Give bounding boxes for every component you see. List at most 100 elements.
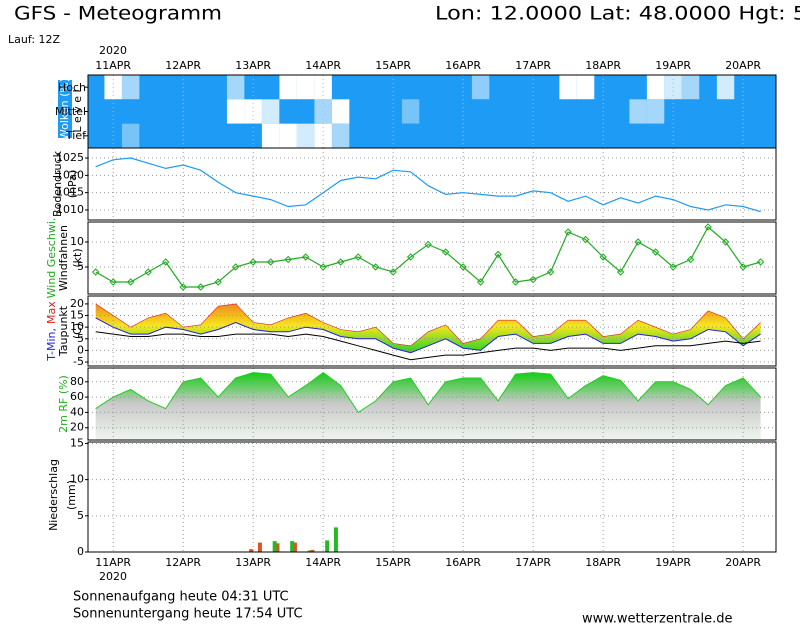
- x-tick-label: 17APR: [515, 556, 551, 569]
- source: www.wetterzentrale.de: [582, 612, 732, 625]
- cloud-cell: [716, 123, 735, 148]
- y-label: 2m RF (%): [57, 375, 70, 433]
- bar: [272, 541, 277, 552]
- y-tick-label: 15: [70, 436, 84, 449]
- line: [95, 157, 761, 213]
- x-tick-label: 15APR: [375, 556, 411, 569]
- bar: [257, 542, 262, 552]
- marker: [126, 278, 135, 286]
- y-label: Windfahnen: [57, 225, 70, 291]
- y-tick-label: 0: [77, 343, 84, 356]
- marker: [249, 258, 257, 266]
- cloud-cell: [681, 99, 700, 124]
- cloud-cell: [576, 75, 595, 100]
- y-tick-label: 5: [77, 260, 84, 273]
- line: [95, 371, 761, 414]
- cloud-cell: [559, 123, 577, 148]
- cloud-cell: [506, 75, 525, 100]
- bar: [333, 527, 338, 552]
- marker: [721, 238, 730, 246]
- marker: [459, 263, 467, 271]
- marker: [616, 268, 625, 276]
- y-label: Wolken (%): [58, 78, 71, 140]
- legend-entry: Max: [45, 301, 58, 324]
- cloud-cell: [436, 99, 455, 124]
- y-tick-label: 0: [77, 545, 84, 558]
- marker: [319, 263, 327, 271]
- cloud-cell: [471, 99, 490, 124]
- marker: [109, 278, 117, 286]
- cloud-cell: [191, 123, 210, 148]
- marker: [336, 258, 345, 266]
- cloud-cell: [506, 99, 525, 124]
- marker: [161, 258, 170, 266]
- cloud-cell: [366, 123, 385, 148]
- panel-frame: [87, 367, 777, 441]
- marker: [214, 278, 222, 286]
- y-tick-label: 20: [70, 297, 84, 310]
- legend: T-Min, Max: [45, 301, 58, 362]
- legend-entry: Taupunkt: [57, 305, 70, 357]
- cloud-cell: [751, 123, 770, 148]
- cloud-cell: [121, 75, 140, 100]
- cloud-cell: [576, 99, 595, 124]
- cloud-cell: [489, 99, 507, 124]
- cloud-cell: [209, 75, 227, 100]
- cloud-cell: [506, 123, 525, 148]
- cloud-cell: [121, 123, 140, 148]
- y-label: Niederschlag: [47, 459, 60, 531]
- x-tick-label: 16APR: [445, 59, 481, 72]
- cloud-cell: [139, 75, 157, 100]
- cloud-cell: [629, 75, 647, 100]
- cloud-cell: [716, 75, 735, 100]
- bar: [307, 550, 312, 552]
- x-tick-label: 16APR: [445, 556, 481, 569]
- y-tick-label: 1020: [56, 168, 84, 181]
- cloud-cell: [699, 75, 717, 100]
- y-tick-label: 10: [70, 473, 84, 486]
- x-tick-label: 20APR: [725, 556, 761, 569]
- y-tick-label: 1010: [56, 203, 84, 216]
- cloud-cell: [296, 75, 315, 100]
- y-tick-label: 10: [70, 235, 84, 248]
- cloud-cell: [296, 99, 315, 124]
- cloud-cell: [331, 75, 350, 100]
- marker: [231, 263, 240, 271]
- cloud-cell: [331, 123, 350, 148]
- y-label: Bodendruck: [51, 150, 64, 217]
- cloud-cell: [226, 123, 245, 148]
- marker: [441, 248, 450, 256]
- y-unit: (mm): [65, 480, 78, 510]
- cloud-cell: [226, 75, 245, 100]
- marker: [511, 278, 520, 286]
- cloud-cell: [121, 99, 140, 124]
- cloud-cell: [331, 99, 350, 124]
- y-tick-label: 40: [70, 405, 84, 418]
- x-tick-label: 14APR: [305, 59, 341, 72]
- marker: [301, 253, 310, 261]
- cloud-cell: [489, 75, 507, 100]
- marker: [354, 253, 362, 261]
- cloud-cell: [209, 123, 227, 148]
- cloud-cell: [88, 75, 105, 100]
- cloud-label-box: [58, 80, 72, 138]
- panel-frame: [87, 295, 777, 367]
- cloud-cell: [541, 123, 560, 148]
- cloud-cell: [401, 123, 420, 148]
- x-tick-label: 12APR: [165, 59, 201, 72]
- row-label: Mittel: [55, 105, 86, 118]
- marker: [266, 258, 275, 266]
- y-tick-label: 1025: [56, 151, 84, 164]
- cloud-cell: [436, 123, 455, 148]
- marker: [406, 253, 415, 261]
- marker: [581, 235, 590, 244]
- marker: [476, 278, 485, 286]
- x-tick-label: 11APR: [95, 556, 131, 569]
- y-tick-label: 20: [70, 421, 84, 434]
- bar: [290, 541, 295, 552]
- x-tick-label: 18APR: [585, 59, 621, 72]
- line: [95, 331, 761, 361]
- cloud-cell: [349, 99, 367, 124]
- cloud-cell: [611, 123, 630, 148]
